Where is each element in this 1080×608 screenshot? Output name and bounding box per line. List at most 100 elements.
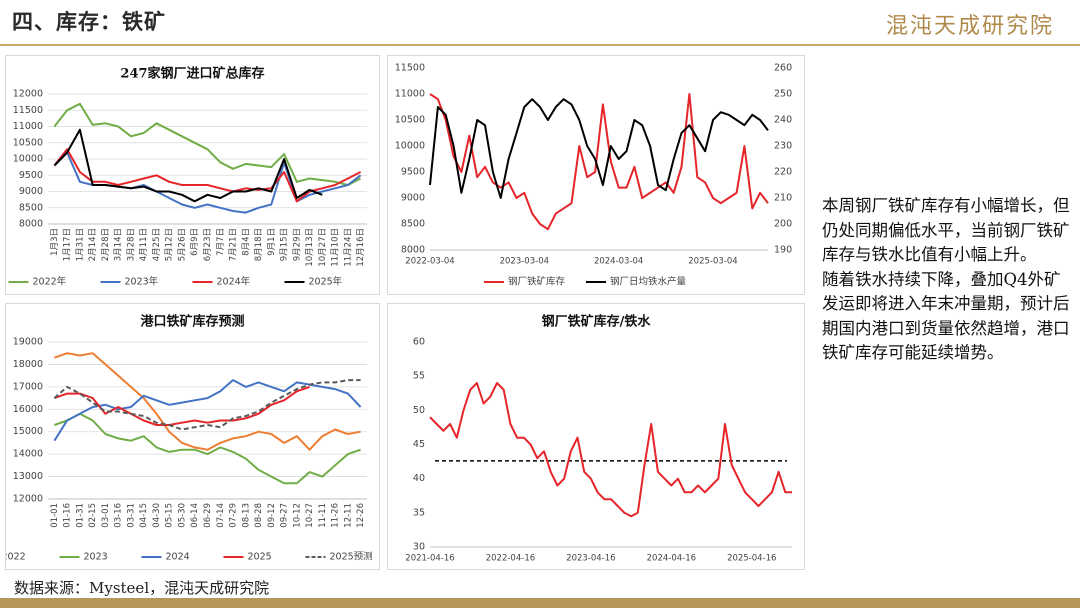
y-tick-label: 8000	[401, 245, 425, 256]
y-tick-label: 10500	[395, 115, 425, 126]
footer-bar	[0, 598, 1080, 608]
header-title: 四、库存：铁矿	[12, 9, 166, 34]
y-tick-label: 14000	[13, 449, 43, 460]
x-tick-label: 2025-03-04	[688, 257, 737, 267]
legend-label: 2025年	[309, 276, 343, 288]
series-line	[53, 379, 361, 431]
x-tick-label: 5月12日	[165, 228, 175, 261]
x-tick-label: 03-01	[101, 503, 111, 528]
series-line	[429, 382, 792, 518]
source-note: 数据来源：Mysteel，混沌天成研究院	[14, 579, 270, 597]
chart-title: 钢厂铁矿库存/铁水	[542, 314, 652, 330]
x-tick-label: 6月9日	[190, 228, 200, 256]
x-tick-label: 2月14日	[88, 228, 98, 261]
x-tick-label: 03-16	[114, 503, 124, 528]
chart-title: 247家钢厂进口矿总库存	[120, 66, 264, 82]
x-tick-label: 2022-04-16	[486, 554, 535, 564]
x-tick-label: 08-28	[254, 503, 264, 528]
x-tick-label: 11月24日	[343, 228, 353, 267]
x-tick-label: 7月21日	[229, 228, 239, 261]
x-tick-label: 06-29	[203, 503, 213, 528]
x-tick-label: 8月4日	[241, 228, 251, 256]
x-tick-label: 11月10日	[331, 228, 341, 267]
y-tick-label: 12000	[13, 89, 43, 100]
x-tick-label: 2月28日	[101, 228, 111, 261]
x-tick-label: 07-29	[229, 503, 239, 528]
y-tick-label: 9500	[401, 167, 425, 178]
y2-tick-label: 220	[774, 167, 792, 178]
y2-tick-label: 260	[774, 63, 792, 74]
y2-tick-label: 200	[774, 219, 792, 230]
y-tick-label: 50	[413, 405, 425, 416]
chart-panel: 港口铁矿库存预测 12000 13000 14000 15000 16000 17000 18…	[5, 303, 380, 570]
paragraph: 随着铁水持续下降，叠加Q4外矿发运即将进入年末冲量期，预计后期国内港口到货量依然…	[822, 269, 1070, 363]
x-tick-label: 9月29日	[292, 228, 302, 261]
x-tick-label: 2025-04-16	[727, 554, 776, 564]
series-line	[54, 385, 310, 426]
series-line	[429, 93, 769, 231]
x-tick-label: 10-12	[292, 503, 302, 528]
x-tick-label: 11-26	[331, 503, 341, 528]
x-tick-label: 7月7日	[216, 228, 226, 256]
chart-panel: 247家钢厂进口矿总库存 8000 8500 9000 9500 10000 10500 11…	[5, 55, 380, 295]
x-tick-label: 08-13	[241, 503, 251, 528]
y-tick-label: 10000	[395, 141, 425, 152]
y-tick-label: 30	[413, 542, 425, 553]
y-tick-label: 9000	[401, 193, 425, 204]
y-tick-label: 16000	[13, 404, 43, 415]
commentary: 本周钢厂铁矿库存有小幅增长，但仍处同期偏低水平，当前钢厂铁矿库存与铁水比值有小幅…	[822, 194, 1072, 366]
y-tick-label: 9000	[19, 186, 43, 197]
y-tick-label: 11500	[13, 105, 43, 116]
legend-label: 2023	[84, 552, 108, 563]
x-tick-label: 2021-04-16	[405, 554, 454, 564]
x-tick-label: 1月17日	[63, 228, 73, 261]
y-tick-label: 9500	[19, 170, 43, 181]
legend-label: 2022	[6, 552, 26, 563]
y-tick-label: 10500	[13, 137, 43, 148]
series-line	[53, 102, 362, 186]
y-tick-label: 35	[413, 507, 425, 518]
x-tick-label: 11-11	[318, 503, 328, 528]
y2-tick-label: 210	[774, 193, 792, 204]
x-tick-label: 6月23日	[203, 228, 213, 261]
chart: 港口铁矿库存预测 12000 13000 14000 15000 16000 17000 18…	[6, 314, 373, 563]
x-tick-label: 1月3日	[50, 228, 60, 256]
x-tick-label: 2022-03-04	[405, 257, 454, 267]
x-tick-label: 01-31	[75, 503, 85, 528]
y2-tick-label: 190	[774, 245, 792, 256]
y-tick-label: 60	[413, 337, 425, 348]
x-tick-label: 10月27日	[318, 228, 328, 267]
x-tick-label: 04-30	[152, 503, 162, 528]
legend-label: 钢厂日均铁水产量	[610, 276, 687, 288]
x-tick-label: 01-16	[63, 503, 73, 528]
x-tick-label: 07-14	[216, 503, 226, 528]
x-tick-label: 09-12	[267, 503, 277, 528]
y2-tick-label: 230	[774, 141, 792, 152]
series-line	[54, 352, 361, 451]
chart: 8000 8500 9000 9500 10000 10500 11000 11500 190 2…	[395, 63, 792, 288]
x-tick-label: 2023-04-16	[566, 554, 615, 564]
x-tick-label: 3月14日	[114, 228, 124, 261]
legend-label: 钢厂铁矿库存	[508, 276, 566, 288]
x-tick-label: 2024-03-04	[594, 257, 643, 267]
x-tick-label: 12月16日	[356, 228, 366, 267]
x-tick-label: 05-30	[177, 503, 187, 528]
series-line	[429, 98, 769, 199]
legend-label: 2024年	[217, 276, 251, 288]
y-tick-label: 11000	[395, 89, 425, 100]
chart: 247家钢厂进口矿总库存 8000 8500 9000 9500 10000 10500 11…	[8, 66, 367, 288]
y-tick-label: 8000	[19, 219, 43, 230]
logo: 混沌天成研究院	[885, 14, 1054, 39]
legend-label: 2025预测	[330, 552, 373, 563]
x-tick-label: 2024-04-16	[647, 554, 696, 564]
y-tick-label: 55	[413, 371, 425, 382]
x-tick-label: 12-26	[356, 503, 366, 528]
x-tick-label: 02-15	[88, 503, 98, 528]
y-tick-label: 11000	[13, 121, 43, 132]
x-tick-label: 01-01	[50, 503, 60, 528]
y-tick-label: 45	[413, 439, 425, 450]
x-tick-label: 9月15日	[280, 228, 290, 261]
series-line	[53, 128, 323, 203]
y-tick-label: 8500	[401, 219, 425, 230]
